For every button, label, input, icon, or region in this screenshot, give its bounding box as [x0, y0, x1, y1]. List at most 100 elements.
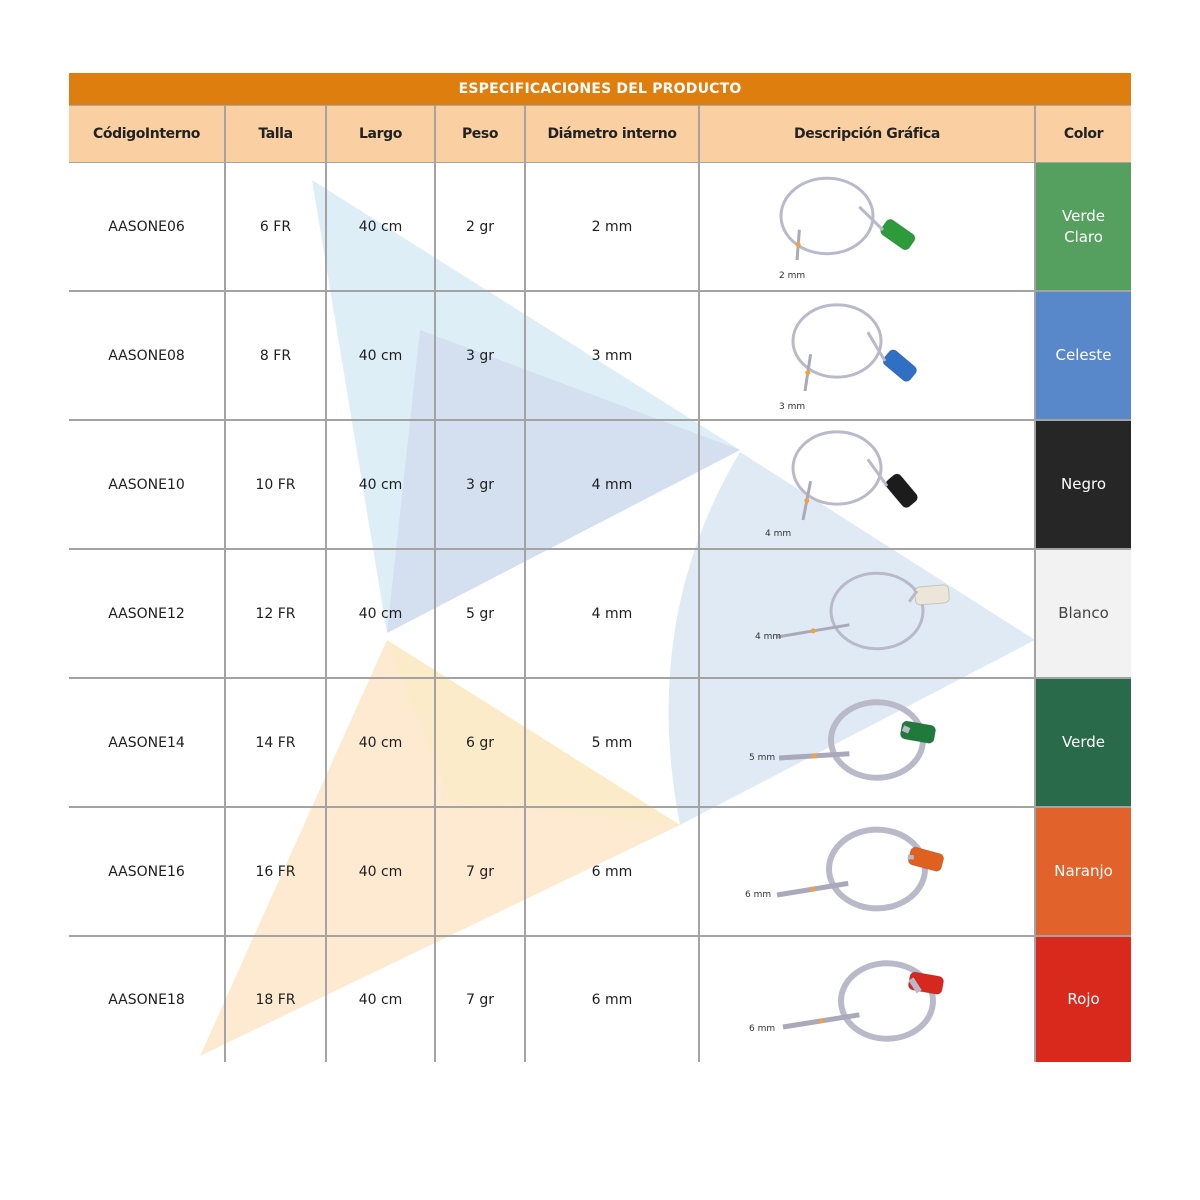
cell-peso: 6 gr	[435, 678, 526, 808]
diameter-label: 5 mm	[749, 753, 775, 763]
table-row: AASONE06 6 FR 40 cm 2 gr 2 mm 2 mm Verde Claro	[69, 162, 1132, 292]
cell-talla: 14 FR	[225, 678, 327, 808]
catheter-tube-loop	[829, 571, 925, 651]
cell-descripcion: 6 mm	[699, 936, 1036, 1062]
cell-color: Verde	[1035, 678, 1132, 808]
cell-largo: 40 cm	[326, 678, 436, 808]
catheter-diagram: 3 mm	[779, 303, 918, 412]
cell-diametro: 4 mm	[525, 420, 700, 550]
catheter-eye-mark	[810, 886, 816, 892]
cell-talla: 10 FR	[225, 420, 327, 550]
catheter-connector	[899, 720, 936, 744]
cell-talla: 12 FR	[225, 549, 327, 679]
cell-largo: 40 cm	[326, 936, 436, 1062]
catheter-diagram: 6 mm	[745, 826, 945, 912]
catheter-tube-link	[901, 725, 911, 734]
catheter-tube-loop	[791, 430, 883, 506]
catheter-tube-loop	[791, 303, 883, 379]
cell-peso: 3 gr	[435, 291, 526, 421]
table-row: AASONE14 14 FR 40 cm 6 gr 5 mm 5 mm Verde	[69, 678, 1132, 808]
cell-peso: 5 gr	[435, 549, 526, 679]
header-largo: Largo	[326, 105, 436, 163]
catheter-diagram: 6 mm	[749, 960, 944, 1042]
catheter-connector	[882, 349, 918, 382]
cell-largo: 40 cm	[326, 420, 436, 550]
header-diametro: Diámetro interno	[525, 105, 700, 163]
catheter-eye-mark	[804, 498, 810, 504]
cell-diametro: 6 mm	[525, 936, 700, 1062]
cell-codigo: AASONE06	[69, 162, 226, 292]
catheter-diagram: 5 mm	[749, 699, 936, 781]
cell-talla: 8 FR	[225, 291, 327, 421]
cell-diametro: 2 mm	[525, 162, 700, 292]
catheter-tube-link	[866, 331, 887, 362]
header-codigo: CódigoInterno	[69, 105, 226, 163]
catheter-tube-link	[866, 458, 889, 487]
cell-codigo: AASONE12	[69, 549, 226, 679]
catheter-connector	[914, 584, 950, 606]
catheter-eye-mark	[811, 753, 817, 759]
catheter-tube-link	[858, 205, 885, 232]
cell-peso: 7 gr	[435, 807, 526, 937]
cell-peso: 2 gr	[435, 162, 526, 292]
cell-codigo: AASONE10	[69, 420, 226, 550]
cell-diametro: 5 mm	[525, 678, 700, 808]
cell-largo: 40 cm	[326, 291, 436, 421]
cell-talla: 18 FR	[225, 936, 327, 1062]
cell-descripcion: 4 mm	[699, 420, 1036, 550]
header-descripcion: Descripción Gráfica	[699, 105, 1036, 163]
cell-descripcion: 3 mm	[699, 291, 1036, 421]
diameter-label: 2 mm	[779, 271, 805, 281]
cell-talla: 6 FR	[225, 162, 327, 292]
diameter-label: 4 mm	[765, 529, 791, 539]
cell-codigo: AASONE16	[69, 807, 226, 937]
cell-talla: 16 FR	[225, 807, 327, 937]
cell-color: Rojo	[1035, 936, 1132, 1062]
cell-largo: 40 cm	[326, 807, 436, 937]
table-row: AASONE12 12 FR 40 cm 5 gr 4 mm 4 mm Blanco	[69, 549, 1132, 679]
catheter-eye-mark	[795, 242, 801, 248]
catheter-tube-loop	[826, 826, 928, 912]
cell-peso: 3 gr	[435, 420, 526, 550]
catheter-diagram: 4 mm	[765, 430, 918, 539]
catheter-tube-loop	[838, 960, 936, 1042]
cell-color: Blanco	[1035, 549, 1132, 679]
cell-codigo: AASONE14	[69, 678, 226, 808]
cell-descripcion: 6 mm	[699, 807, 1036, 937]
catheter-tube-loop	[779, 176, 875, 256]
cell-diametro: 3 mm	[525, 291, 700, 421]
catheter-connector	[907, 846, 945, 872]
diameter-label: 4 mm	[755, 632, 781, 642]
diameter-label: 6 mm	[749, 1024, 775, 1034]
catheter-eye-mark	[810, 628, 816, 634]
diameter-label: 3 mm	[779, 402, 805, 412]
cell-peso: 7 gr	[435, 936, 526, 1062]
catheter-diagram: 4 mm	[755, 571, 950, 651]
table-row: AASONE18 18 FR 40 cm 7 gr 6 mm 6 mm Rojo	[69, 936, 1132, 1062]
catheter-connector	[880, 218, 916, 251]
cell-color: Negro	[1035, 420, 1132, 550]
header-talla: Talla	[225, 105, 327, 163]
catheter-tube-link	[908, 977, 922, 994]
table-row: AASONE10 10 FR 40 cm 3 gr 4 mm 4 mm Negro	[69, 420, 1132, 550]
cell-largo: 40 cm	[326, 162, 436, 292]
cell-codigo: AASONE18	[69, 936, 226, 1062]
product-spec-table: ESPECIFICACIONES DEL PRODUCTO CódigoInte…	[69, 73, 1132, 1062]
cell-descripcion: 5 mm	[699, 678, 1036, 808]
header-color: Color	[1035, 105, 1132, 163]
cell-descripcion: 2 mm	[699, 162, 1036, 292]
cell-color: Naranjo	[1035, 807, 1132, 937]
catheter-eye-mark	[805, 370, 811, 376]
header-peso: Peso	[435, 105, 526, 163]
catheter-eye-mark	[818, 1018, 824, 1024]
cell-color: Celeste	[1035, 291, 1132, 421]
cell-diametro: 4 mm	[525, 549, 700, 679]
table-row: AASONE16 16 FR 40 cm 7 gr 6 mm 6 mm Naranjo	[69, 807, 1132, 937]
table-row: AASONE08 8 FR 40 cm 3 gr 3 mm 3 mm Celeste	[69, 291, 1132, 421]
cell-color: Verde Claro	[1035, 162, 1132, 292]
cell-descripcion: 4 mm	[699, 549, 1036, 679]
catheter-tube-link	[907, 590, 919, 603]
cell-diametro: 6 mm	[525, 807, 700, 937]
cell-codigo: AASONE08	[69, 291, 226, 421]
catheter-diagram: 2 mm	[779, 176, 916, 281]
